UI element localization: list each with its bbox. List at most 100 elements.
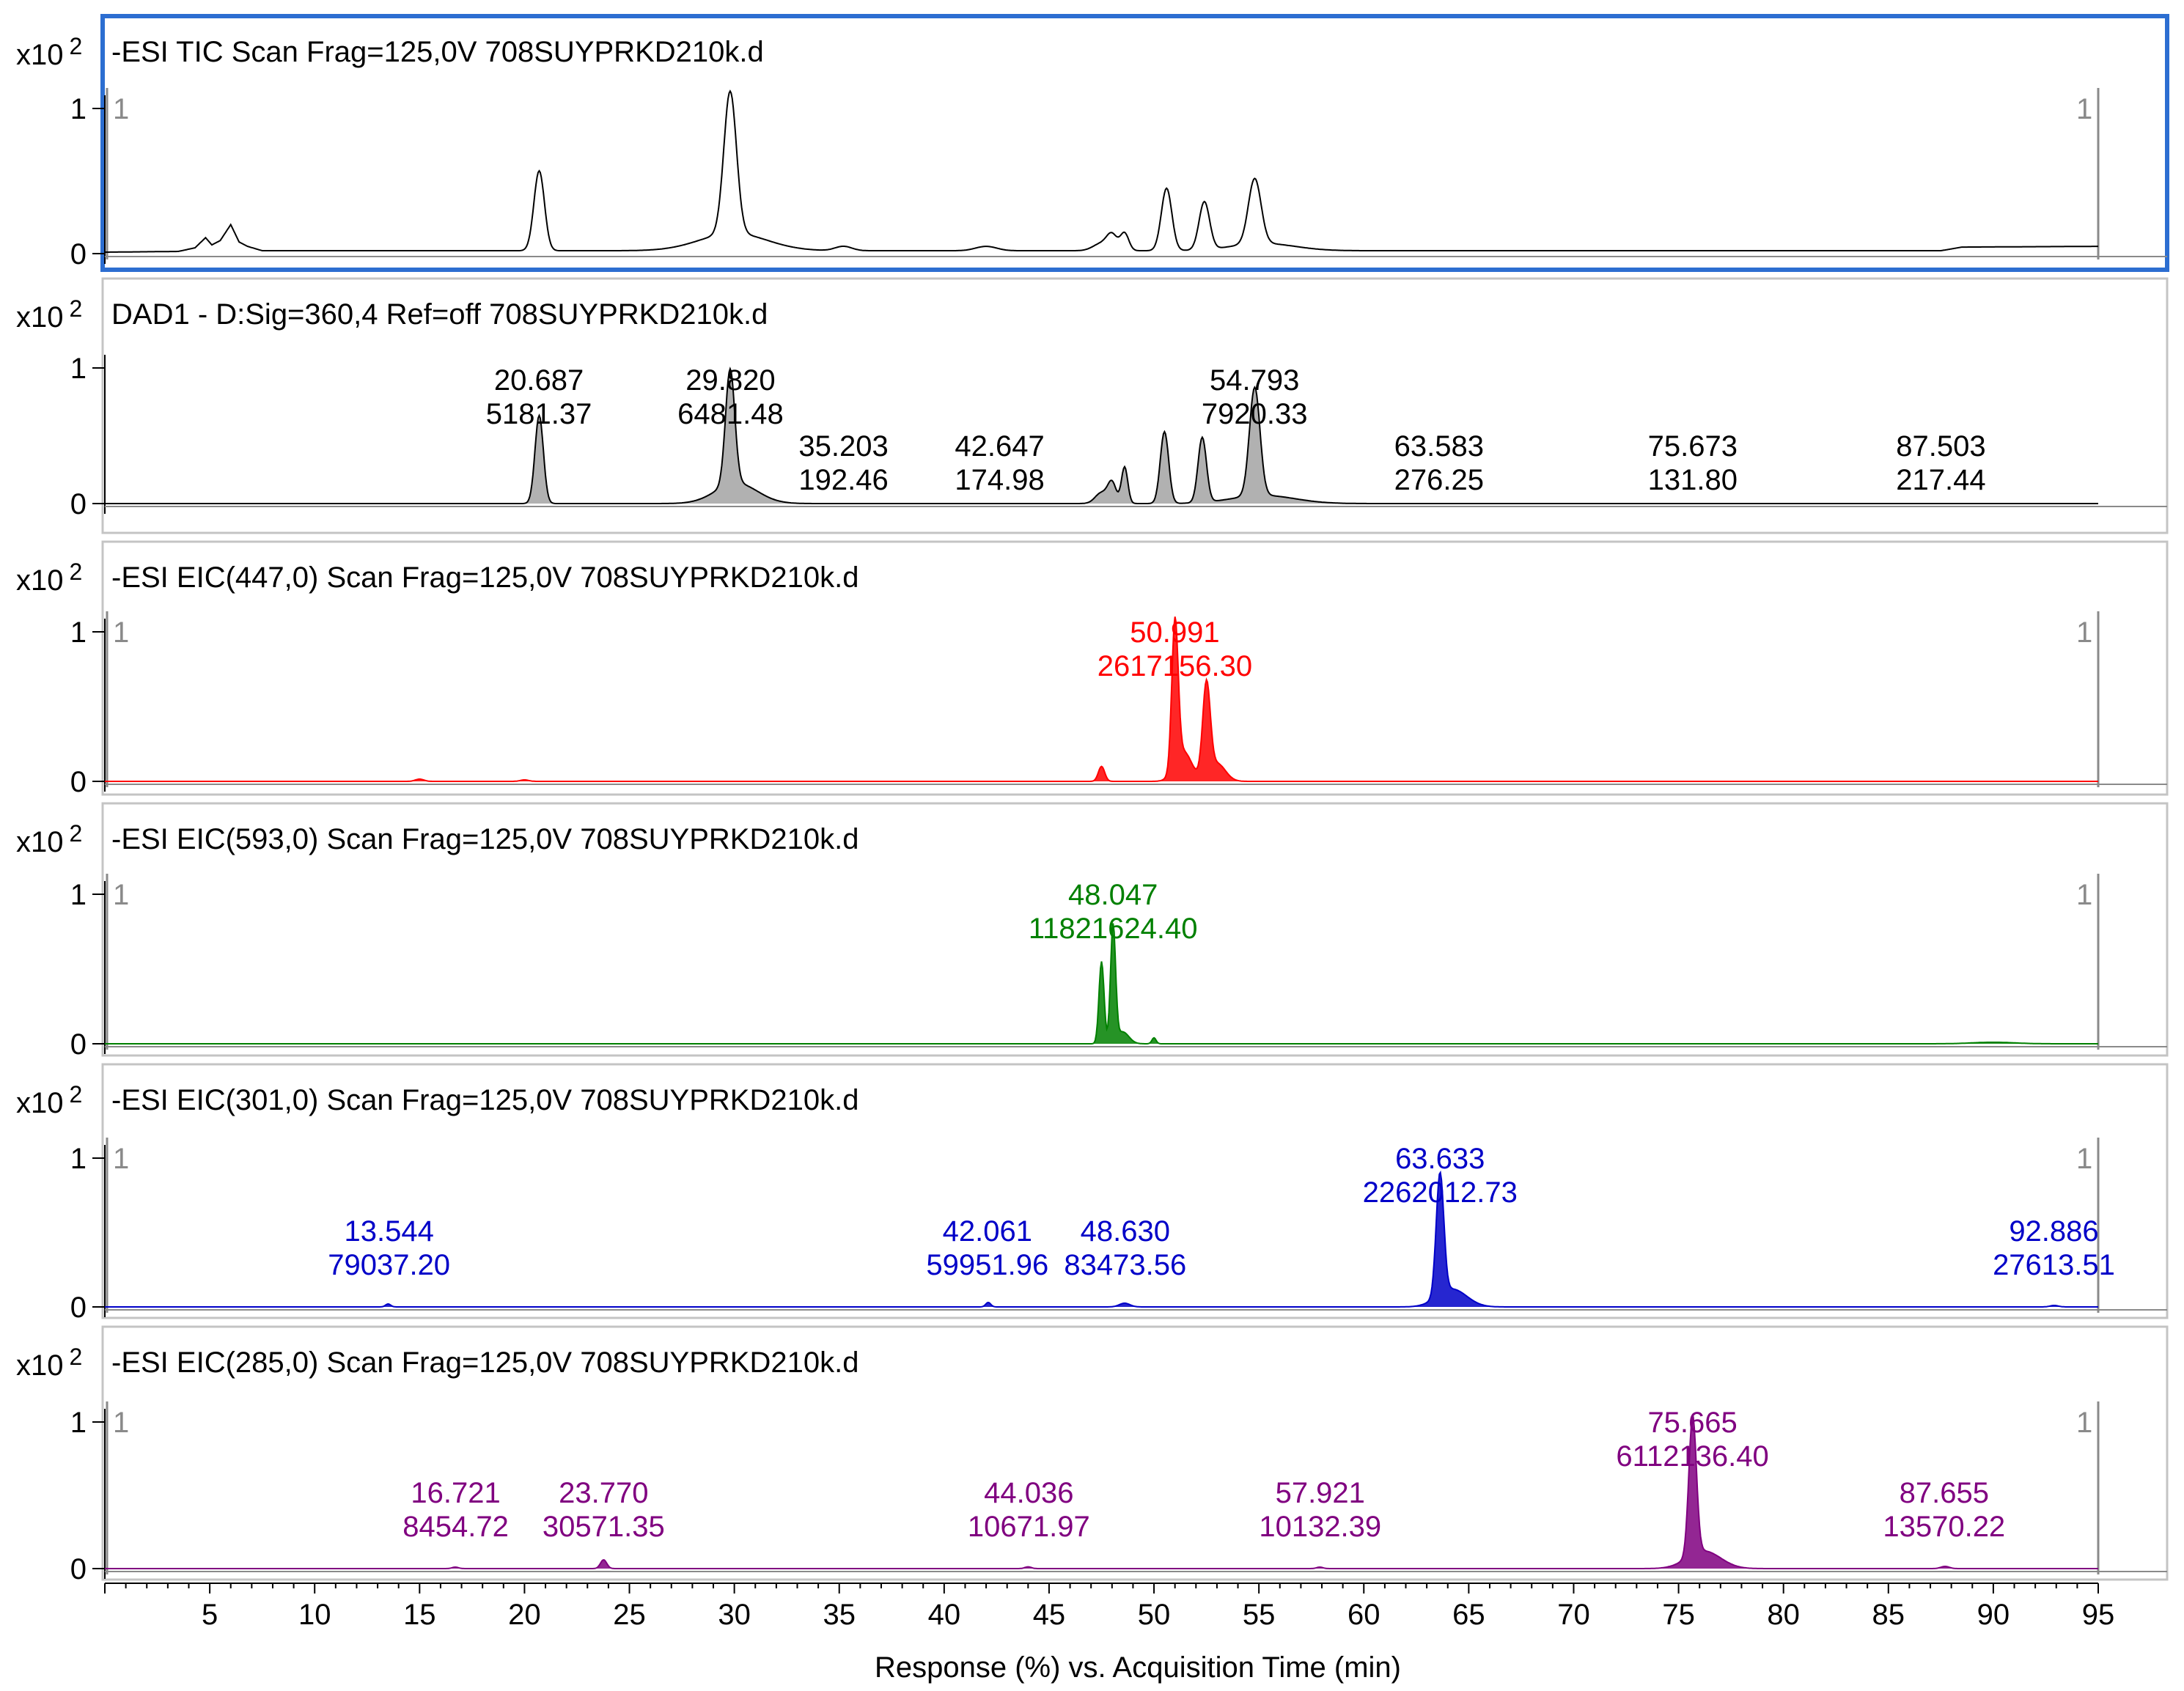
cursor-marker-left: 1 <box>113 879 129 911</box>
panel-frame[interactable] <box>101 802 2169 1057</box>
x-tick-label: 95 <box>2082 1599 2115 1631</box>
panel-title: -ESI EIC(447,0) Scan Frag=125,0V 708SUYP… <box>111 561 858 594</box>
panel-6: x10 2 -ESI EIC(285,0) Scan Frag=125,0V 708… <box>16 1325 2169 1585</box>
panel-1: x10 2 -ESI TIC Scan Frag=125,0V 708SUYPRKD… <box>16 14 2169 272</box>
peak-retention-time: 63.583 <box>1394 430 1484 463</box>
peak-area: 276.25 <box>1394 464 1484 496</box>
peak-area: 5181.37 <box>486 398 592 430</box>
x-tick-label: 35 <box>823 1599 856 1631</box>
peak-retention-time: 87.503 <box>1896 430 1985 463</box>
x-tick-label: 70 <box>1557 1599 1590 1631</box>
peak-area: 131.80 <box>1648 464 1738 496</box>
peak-retention-time: 20.687 <box>494 364 584 397</box>
panel-title: DAD1 - D:Sig=360,4 Ref=off 708SUYPRKD210… <box>111 298 768 331</box>
panel-frame[interactable] <box>101 277 2169 534</box>
panel-frame[interactable] <box>101 1325 2169 1581</box>
panel-frame[interactable] <box>101 540 2169 796</box>
cursor-marker-left: 1 <box>113 1407 129 1439</box>
peak-area: 7920.33 <box>1202 398 1308 430</box>
y-unit-label: x10 2 <box>16 1344 82 1382</box>
peak-area: 30571.35 <box>543 1511 665 1543</box>
peak-retention-time: 87.655 <box>1900 1477 1989 1509</box>
signal-trace <box>105 366 2098 504</box>
panel-title: -ESI TIC Scan Frag=125,0V 708SUYPRKD210k… <box>111 36 764 68</box>
y-tick-label: 1 <box>70 879 87 911</box>
peak-area: 27613.51 <box>1993 1249 2115 1281</box>
peak-area: 174.98 <box>955 464 1044 496</box>
peak-retention-time: 54.793 <box>1210 364 1299 397</box>
peak-area: 192.46 <box>798 464 888 496</box>
peak-retention-time: 92.886 <box>2009 1215 2098 1248</box>
peak-area: 13570.22 <box>1883 1511 2005 1543</box>
y-tick-label: 0 <box>70 1292 87 1324</box>
peak-retention-time: 13.544 <box>344 1215 433 1248</box>
peak-retention-time: 35.203 <box>798 430 888 463</box>
x-tick-label: 85 <box>1872 1599 1905 1631</box>
cursor-marker-left: 1 <box>113 1143 129 1175</box>
y-unit-exponent: 2 <box>70 1081 83 1108</box>
y-tick-label: 0 <box>70 1553 87 1585</box>
x-tick-label: 55 <box>1243 1599 1276 1631</box>
panel-title: -ESI EIC(301,0) Scan Frag=125,0V 708SUYP… <box>111 1084 858 1116</box>
panel-frame[interactable] <box>100 14 2169 272</box>
x-tick-label: 90 <box>1977 1599 2010 1631</box>
peak-retention-time: 42.647 <box>955 430 1044 463</box>
panel-frame[interactable] <box>101 1063 2169 1319</box>
peak-retention-time: 48.047 <box>1068 879 1158 911</box>
peak-retention-time: 44.036 <box>984 1477 1073 1509</box>
peak-area: 2617156.30 <box>1097 650 1252 682</box>
y-unit-exponent: 2 <box>70 559 83 585</box>
x-tick-label: 50 <box>1138 1599 1171 1631</box>
y-unit-label: x10 2 <box>16 820 82 858</box>
y-unit-exponent: 2 <box>70 295 83 322</box>
y-tick-label: 1 <box>70 1407 87 1439</box>
signal-trace <box>105 1170 2098 1308</box>
x-tick-label: 75 <box>1662 1599 1695 1631</box>
signal-area <box>105 923 2098 1044</box>
cursor-marker-left: 1 <box>113 616 129 649</box>
peak-retention-time: 23.770 <box>559 1477 648 1509</box>
x-axis: 5 10 15 20 25 30 35 40 45 50 55 60 65 70 75 80 85 90 95 <box>104 1583 2115 1631</box>
peak-retention-time: 63.633 <box>1395 1143 1485 1175</box>
panel-title: -ESI EIC(285,0) Scan Frag=125,0V 708SUYP… <box>111 1346 858 1379</box>
x-tick-label: 15 <box>403 1599 436 1631</box>
signal-trace <box>105 1415 2098 1569</box>
peak-area: 10671.97 <box>968 1511 1090 1543</box>
peak-area: 6112136.40 <box>1616 1440 1768 1473</box>
signal-trace <box>105 923 2098 1045</box>
peak-area: 79037.20 <box>328 1249 450 1281</box>
cursor-marker-right: 1 <box>2076 616 2092 649</box>
cursor-marker-left: 1 <box>113 93 129 125</box>
y-unit-label: x10 2 <box>16 559 82 597</box>
peak-retention-time: 75.665 <box>1647 1407 1737 1439</box>
x-axis-label: Response (%) vs. Acquisition Time (min) <box>875 1651 1401 1684</box>
x-tick-label: 5 <box>202 1599 218 1631</box>
peak-area: 83473.56 <box>1064 1249 1186 1281</box>
panel-3: x10 2 -ESI EIC(447,0) Scan Frag=125,0V 708… <box>16 540 2169 798</box>
y-unit-exponent: 2 <box>70 820 83 847</box>
peak-area: 2262012.73 <box>1363 1176 1518 1209</box>
panel-5: x10 2 -ESI EIC(301,0) Scan Frag=125,0V 708… <box>16 1063 2169 1324</box>
peak-retention-time: 75.673 <box>1648 430 1738 463</box>
x-tick-label: 60 <box>1347 1599 1380 1631</box>
peak-area: 6481.48 <box>677 398 784 430</box>
peak-area: 11821624.40 <box>1029 913 1198 945</box>
x-tick-label: 25 <box>613 1599 646 1631</box>
y-tick-label: 0 <box>70 488 87 520</box>
peak-retention-time: 48.630 <box>1081 1215 1170 1248</box>
y-tick-label: 1 <box>70 1143 87 1175</box>
